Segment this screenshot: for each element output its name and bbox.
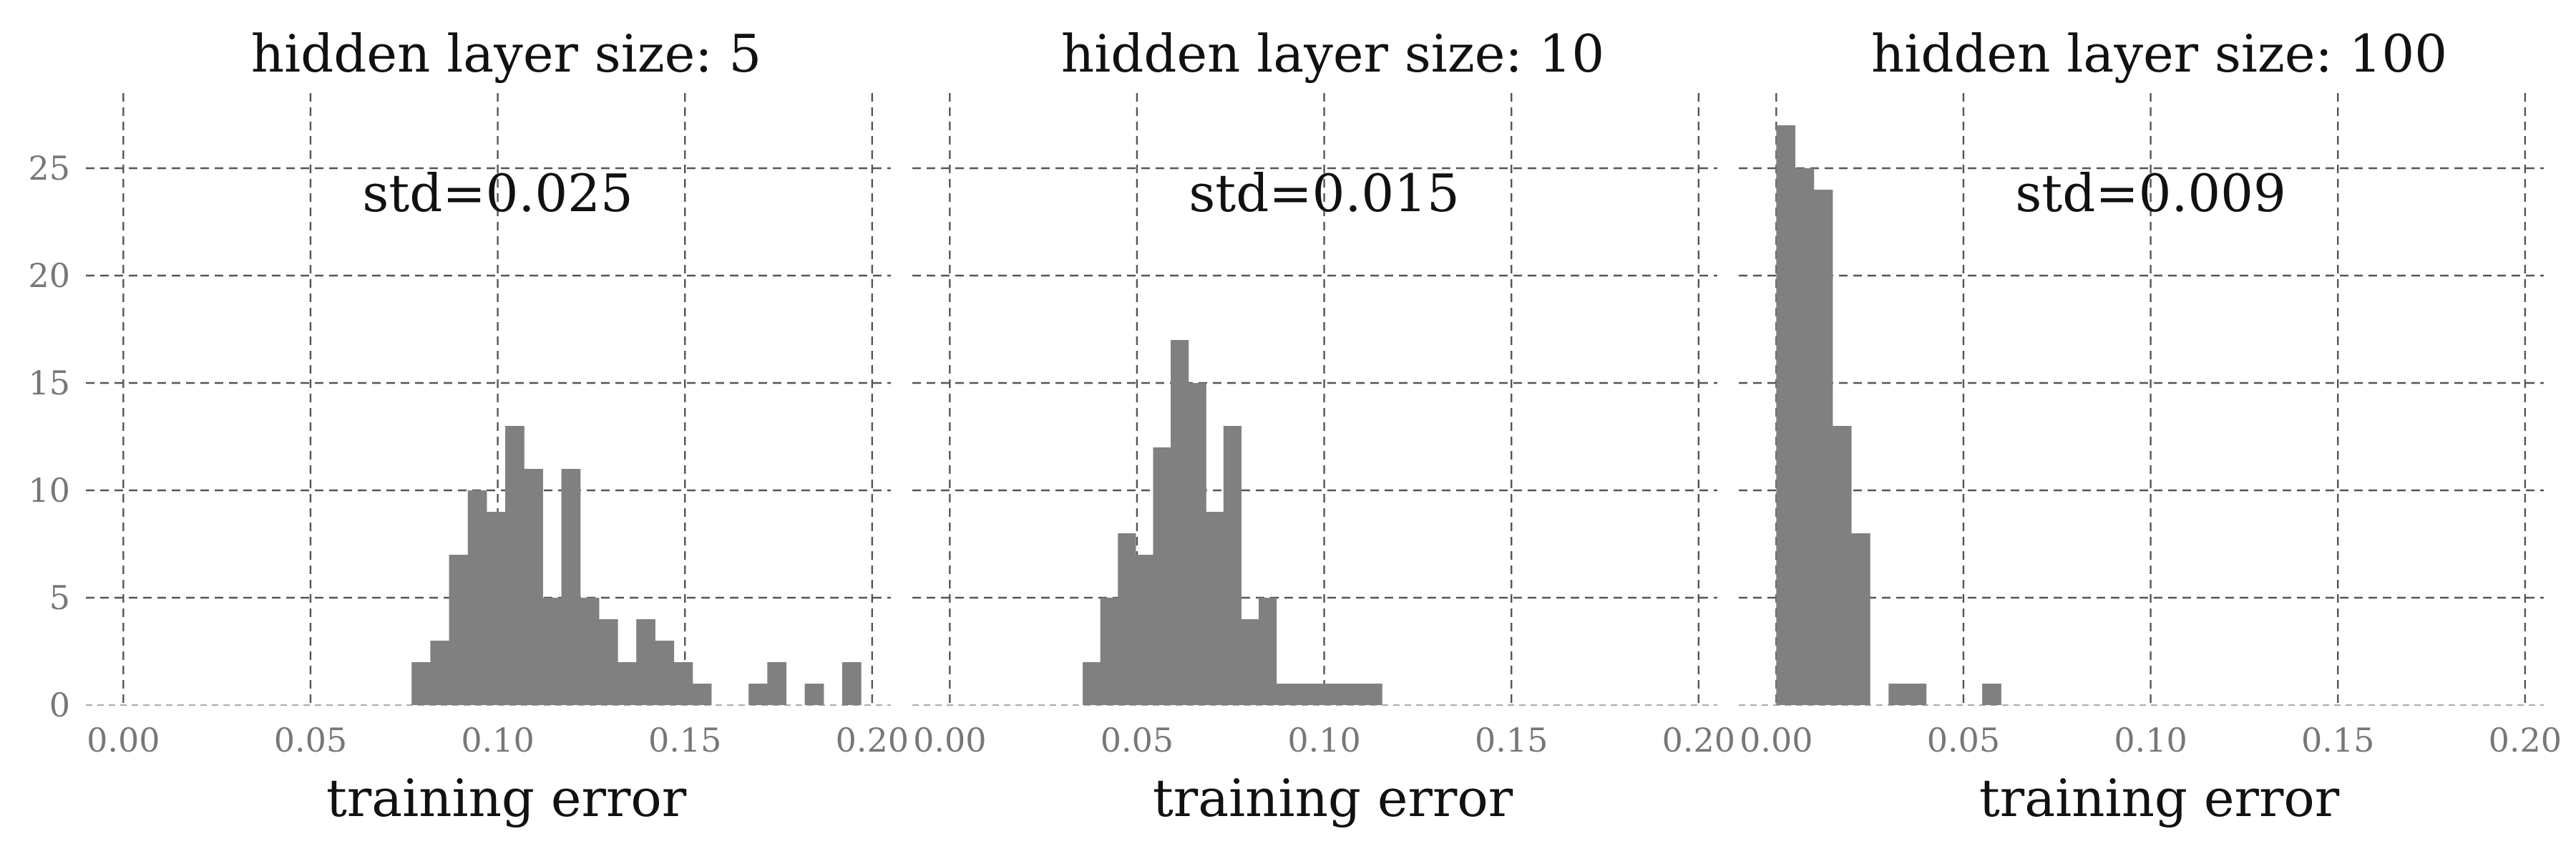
histogram-bar [804,684,824,705]
histogram-bar [1135,555,1154,705]
histogram-bar [767,662,787,705]
x-tick-label: 0.15 [1475,721,1548,759]
x-tick-label: 0.15 [2301,721,2374,759]
histogram-bar [748,684,768,705]
histogram-bar [1832,426,1852,705]
histogram-bar [1813,190,1833,705]
x-tick-label: 0.10 [461,721,534,759]
histogram-bar [542,598,562,705]
x-tick-label: 0.20 [836,721,909,759]
y-tick-label: 25 [28,149,70,188]
histogram-bar [841,662,862,705]
y-tick-label: 10 [28,471,70,510]
panel-hidden-5: 0.00 0.05 0.10 0.15 0.20 0 5 10 15 20 25 hidden l… [28,24,909,828]
histogram-bar [1118,533,1136,705]
histogram-bars [1776,125,2001,705]
histogram-bar [1311,684,1330,705]
histogram-bar [580,598,600,705]
x-tick-label: 0.15 [648,721,721,759]
histogram-bar [1259,598,1277,705]
histogram-bar [692,684,712,705]
std-annotation: std=0.009 [2015,163,2285,223]
y-tick-labels: 0 5 10 15 20 25 [28,149,70,724]
x-tick-label: 0.10 [1287,721,1360,759]
x-tick-label: 0.00 [87,721,160,759]
histogram-bar [524,469,543,705]
histogram-bar [1795,168,1815,705]
histogram-bar [1223,426,1242,705]
histogram-bar [486,512,506,705]
histogram-bar [618,662,637,705]
histogram-bar [1153,447,1171,705]
histogram-bar [1241,619,1259,705]
histogram-bar [673,662,693,705]
histogram-bar [1888,684,1908,705]
x-tick-labels: 0.00 0.05 0.10 0.15 0.20 [1740,721,2562,759]
histogram-bars [1083,340,1382,705]
histogram-bar [561,469,581,705]
histogram-bar [430,641,450,705]
histogram-bar [1907,684,1927,705]
histogram-bar [1364,684,1382,705]
histogram-bar [1100,598,1118,705]
y-tick-label: 5 [49,578,70,617]
histogram-bar [1188,383,1206,705]
x-tick-label: 0.05 [1927,721,2000,759]
histogram-bar [1294,684,1312,705]
histogram-bar [1276,684,1294,705]
histogram-bar [1329,684,1347,705]
panel-title: hidden layer size: 100 [1871,24,2447,84]
x-axis-label: training error [326,768,687,828]
panel-hidden-10: 0.00 0.05 0.10 0.15 0.20 hidden layer size: … [912,24,1735,828]
histogram-bar [1171,340,1189,705]
histogram-bar [467,490,487,705]
y-tick-label: 0 [49,686,70,724]
y-tick-label: 15 [28,364,70,402]
x-axis-label: training error [1979,768,2340,828]
panel-title: hidden layer size: 5 [251,24,761,84]
histogram-bar [598,619,618,705]
x-tick-label: 0.05 [274,721,347,759]
x-axis-label: training error [1153,768,1513,828]
x-tick-label: 0.20 [1662,721,1735,759]
std-annotation: std=0.015 [1189,163,1459,223]
histogram-bar [1206,512,1224,705]
panel-title: hidden layer size: 10 [1061,24,1604,84]
x-tick-label: 0.05 [1101,721,1174,759]
histogram-bar [1776,125,1796,705]
histogram-bar [449,555,469,705]
histogram-bar [1346,684,1365,705]
histogram-bar [636,619,655,705]
x-tick-label: 0.00 [913,721,986,759]
histogram-bar [411,662,431,705]
histogram-bar [1850,533,1870,705]
histogram-bar [1982,684,2001,705]
histogram-bar [505,426,525,705]
panel-hidden-100: 0.00 0.05 0.10 0.15 0.20 hidden layer size: … [1739,24,2562,828]
std-annotation: std=0.025 [362,163,633,223]
x-tick-label: 0.20 [2489,721,2562,759]
x-tick-label: 0.10 [2114,721,2187,759]
histogram-bars [411,426,862,705]
x-tick-label: 0.00 [1740,721,1813,759]
x-tick-labels: 0.00 0.05 0.10 0.15 0.20 [87,721,909,759]
y-tick-label: 20 [28,256,70,295]
histogram-bar [655,641,675,705]
histogram-bar [1083,662,1101,705]
x-tick-labels: 0.00 0.05 0.10 0.15 0.20 [913,721,1735,759]
grid-lines [912,93,1717,706]
